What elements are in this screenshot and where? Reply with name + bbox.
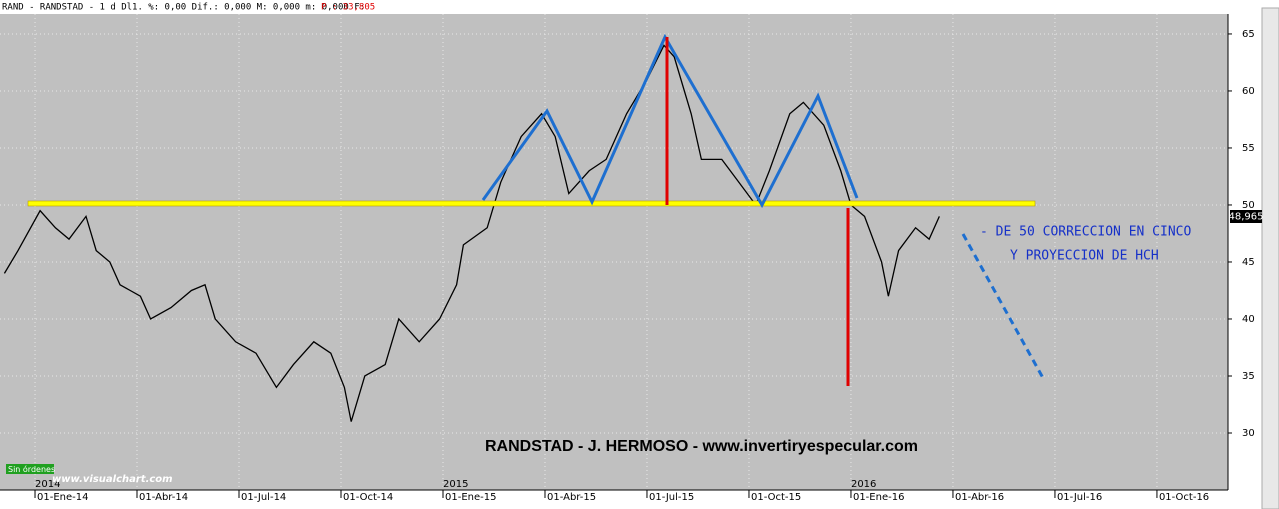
hch-pattern (481, 33, 859, 209)
price-line (3, 44, 940, 422)
y-tick-label: 50 (1242, 200, 1255, 211)
x-tick-label: 01-Abr-16 (955, 492, 1004, 503)
header-price: P : 33,805 (321, 3, 375, 13)
y-tick-label: 30 (1242, 428, 1255, 439)
plot-area (0, 14, 1228, 490)
y-tick-label: 55 (1242, 143, 1255, 154)
x-tick-label: 01-Jul-14 (241, 492, 286, 503)
chart-title: RANDSTAD - J. HERMOSO - www.invertiryesp… (485, 438, 918, 455)
x-tick-label: 01-Oct-15 (751, 492, 801, 503)
x-tick-label: 01-Abr-15 (547, 492, 596, 503)
last-price: 48,965 (1229, 212, 1264, 223)
header: RAND - RANDSTAD - 1 d Dl1. %: 0,00 Dif.:… (2, 3, 365, 13)
x-tick-label: 01-Oct-16 (1159, 492, 1209, 503)
y-tick-label: 65 (1242, 29, 1255, 40)
year-label: 2016 (851, 479, 876, 490)
x-tick-label: 01-Jul-16 (1057, 492, 1102, 503)
x-tick-label: 01-Jul-15 (649, 492, 694, 503)
y-tick-label: 60 (1242, 86, 1255, 97)
annotation: Y PROYECCION DE HCH (1010, 249, 1159, 264)
x-tick-label: 01-Ene-16 (853, 492, 904, 503)
x-tick-label: 01-Ene-14 (37, 492, 88, 503)
projection-path (961, 233, 1045, 379)
status: Sin órdenes (8, 464, 55, 474)
x-tick-label: 01-Oct-14 (343, 492, 393, 503)
annotation: - DE 50 CORRECCION EN CINCO (980, 225, 1191, 240)
x-tick-label: 01-Abr-14 (139, 492, 188, 503)
y-tick-label: 40 (1242, 314, 1255, 325)
x-tick-label: 01-Ene-15 (445, 492, 496, 503)
year-label: 2014 (35, 479, 60, 490)
watermark: www.visualchart.com (52, 474, 173, 485)
y-tick-label: 35 (1242, 371, 1255, 382)
neckline (27, 200, 1036, 207)
status-box (6, 464, 54, 474)
y-tick-label: 45 (1242, 257, 1255, 268)
scrollbar[interactable] (1261, 7, 1279, 509)
last-price-box (1230, 210, 1262, 223)
year-label: 2015 (443, 479, 468, 490)
